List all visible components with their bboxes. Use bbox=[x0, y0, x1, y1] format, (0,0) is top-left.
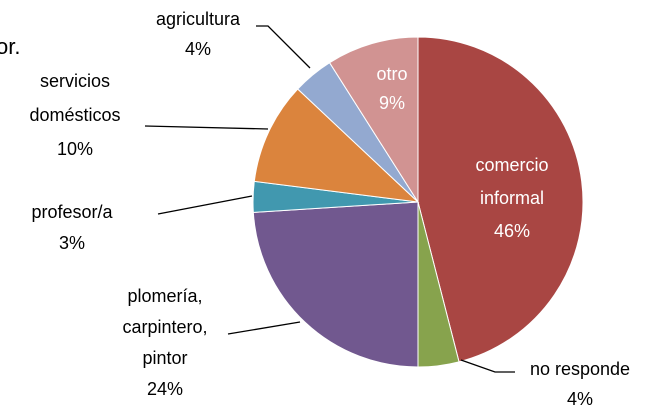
pie-slice bbox=[253, 88, 420, 203]
slice-value: 9% bbox=[379, 93, 405, 113]
slice-label: plomería, bbox=[127, 286, 202, 306]
slice-label: comercio bbox=[475, 155, 548, 175]
slice-value: 4% bbox=[567, 389, 593, 409]
pie-slice bbox=[328, 36, 419, 204]
slice-label: carpintero, bbox=[122, 317, 207, 337]
slice-label: servicios bbox=[40, 71, 110, 91]
leader-line bbox=[460, 359, 515, 373]
slice-value: 4% bbox=[185, 39, 211, 59]
leader-line bbox=[144, 125, 269, 130]
leader-line bbox=[256, 25, 311, 69]
leader-line bbox=[227, 321, 301, 335]
pie-slice bbox=[252, 201, 419, 368]
slice-value: 3% bbox=[59, 233, 85, 253]
slice-value: 46% bbox=[494, 221, 530, 241]
cut-text: or. bbox=[0, 34, 20, 59]
slice-value: 24% bbox=[147, 379, 183, 399]
slice-value: 10% bbox=[57, 139, 93, 159]
slice-label: agricultura bbox=[156, 9, 241, 29]
slice-label: no responde bbox=[530, 359, 630, 379]
leader-line bbox=[157, 195, 253, 215]
slice-label: otro bbox=[376, 64, 407, 84]
slice-label: profesor/a bbox=[31, 202, 113, 222]
slice-label: informal bbox=[480, 188, 544, 208]
pie-slice bbox=[417, 36, 584, 363]
slice-label: pintor bbox=[142, 348, 187, 368]
slice-label: domésticos bbox=[29, 105, 120, 125]
